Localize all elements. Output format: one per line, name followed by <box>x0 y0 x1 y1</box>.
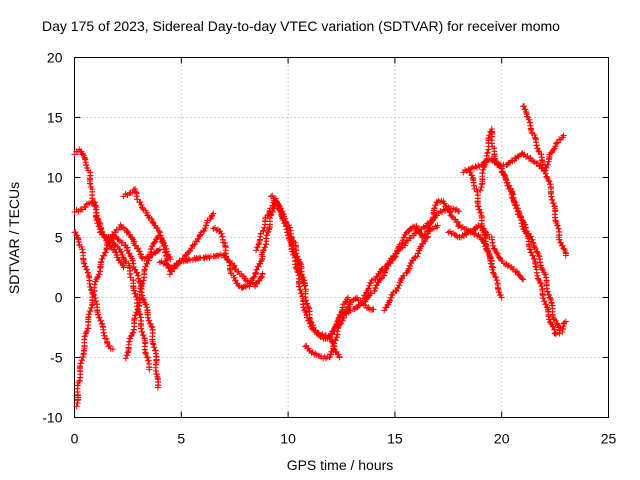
y-tick-label: -10 <box>42 410 62 426</box>
x-tick-label: 10 <box>280 431 296 447</box>
point-markers <box>520 103 569 259</box>
y-tick-label: 5 <box>55 230 63 246</box>
x-tick-label: 20 <box>494 431 510 447</box>
x-tick-label: 5 <box>177 431 185 447</box>
series-track-1 <box>71 229 116 353</box>
series-track-20 <box>498 169 563 338</box>
point-markers <box>498 169 563 338</box>
point-markers <box>268 192 343 361</box>
x-axis-label: GPS time / hours <box>287 457 394 473</box>
point-markers <box>466 169 505 301</box>
point-markers <box>359 222 441 302</box>
point-markers <box>73 221 163 410</box>
x-tick-labels: 0 5 10 15 20 25 <box>71 431 617 447</box>
y-tick-label: 15 <box>47 110 63 126</box>
y-axis-label: SDTVAR / TECUs <box>6 182 22 294</box>
series-track-2 <box>73 221 163 410</box>
series-track-7 <box>122 232 174 362</box>
y-tick-label: 0 <box>55 290 63 306</box>
series-track-11 <box>268 192 343 361</box>
x-tick-label: 0 <box>71 431 79 447</box>
series-track-16 <box>445 222 527 283</box>
y-tick-label: 10 <box>47 170 63 186</box>
point-markers <box>445 222 527 283</box>
tick-marks <box>74 57 609 418</box>
y-tick-label: -5 <box>50 350 63 366</box>
x-tick-label: 15 <box>387 431 403 447</box>
series-track-21 <box>520 103 569 259</box>
y-tick-label: 20 <box>47 50 63 66</box>
point-markers <box>71 229 116 353</box>
point-markers <box>122 232 174 362</box>
chart-title: Day 175 of 2023, Sidereal Day-to-day VTE… <box>42 18 560 34</box>
x-tick-label: 25 <box>601 431 617 447</box>
point-markers <box>156 251 266 290</box>
y-tick-labels: -10 -5 0 5 10 15 20 <box>42 50 62 426</box>
series-track-13 <box>327 203 462 338</box>
series-track-14 <box>359 222 441 302</box>
data-points <box>71 103 569 410</box>
point-markers <box>327 203 462 338</box>
series-track-18 <box>466 169 505 301</box>
series-track-9 <box>210 197 351 342</box>
series-track-8 <box>156 251 266 290</box>
point-markers <box>210 197 351 342</box>
